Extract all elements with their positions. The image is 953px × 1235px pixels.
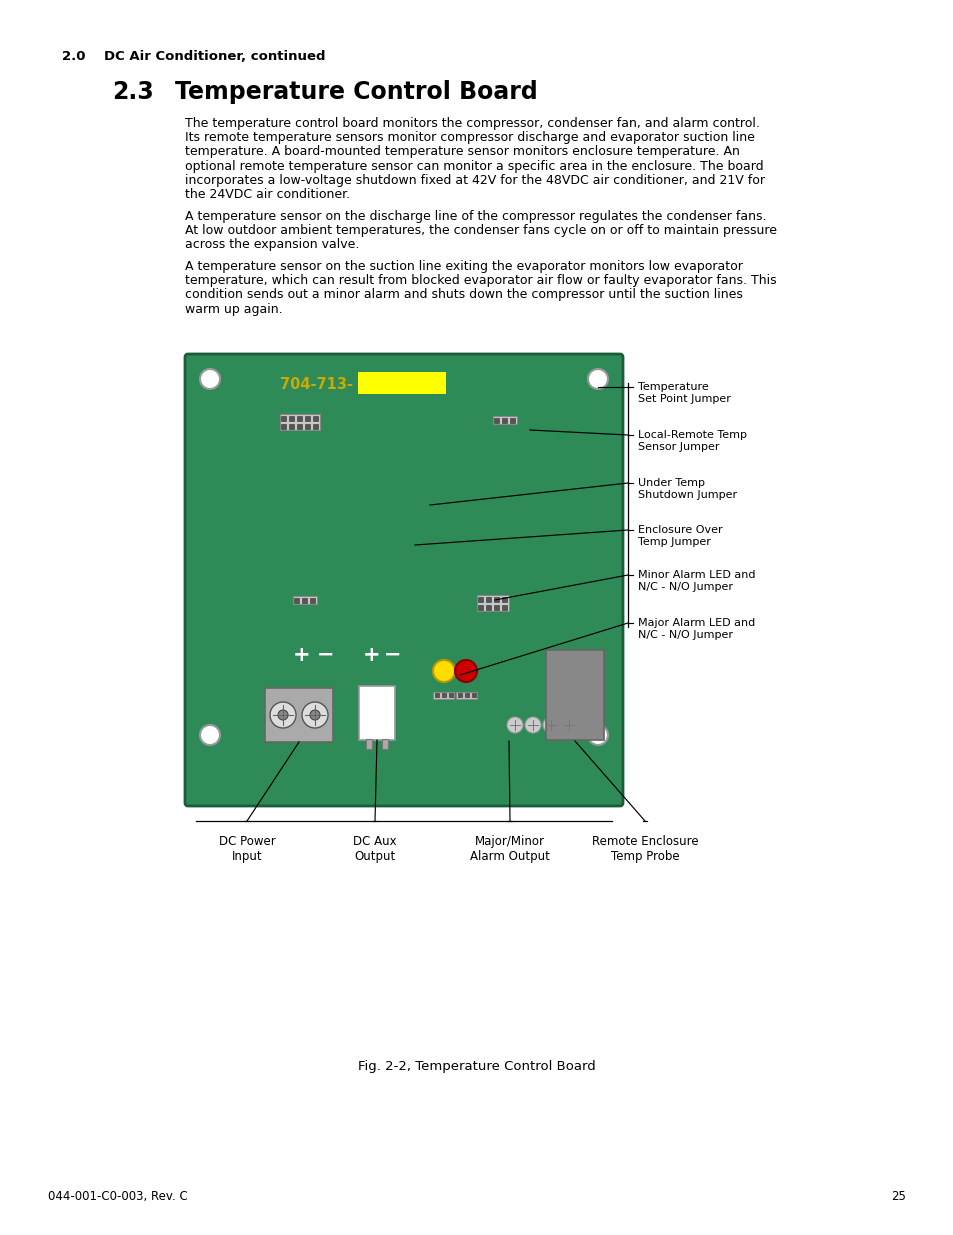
Bar (476, 595, 509, 611)
Bar (494, 597, 499, 601)
Text: Major/Minor
Alarm Output: Major/Minor Alarm Output (470, 835, 549, 863)
Bar (486, 597, 491, 601)
Circle shape (200, 725, 220, 745)
Text: temperature, which can result from blocked evaporator air flow or faulty evapora: temperature, which can result from block… (185, 274, 776, 288)
Bar (297, 415, 302, 420)
Bar (486, 604, 491, 610)
Bar (494, 604, 499, 610)
Bar (358, 685, 395, 740)
Circle shape (542, 718, 558, 734)
FancyBboxPatch shape (185, 354, 622, 806)
Text: the 24VDC air conditioner.: the 24VDC air conditioner. (185, 188, 350, 201)
Bar (302, 598, 307, 603)
Bar (502, 417, 507, 422)
Text: 044-001-C0-003, Rev. C: 044-001-C0-003, Rev. C (48, 1191, 188, 1203)
Text: DC Power
Input: DC Power Input (218, 835, 275, 863)
Bar (502, 597, 507, 601)
Bar (381, 739, 388, 748)
Bar (435, 693, 438, 697)
Bar (265, 688, 333, 742)
Bar (545, 650, 603, 740)
Text: Fig. 2-2, Temperature Control Board: Fig. 2-2, Temperature Control Board (357, 1060, 596, 1073)
Bar (314, 415, 318, 420)
Text: At low outdoor ambient temperatures, the condenser fans cycle on or off to maint: At low outdoor ambient temperatures, the… (185, 225, 776, 237)
Bar (281, 424, 286, 429)
Bar (293, 597, 316, 604)
Circle shape (587, 725, 607, 745)
Text: The temperature control board monitors the compressor, condenser fan, and alarm : The temperature control board monitors t… (185, 117, 760, 130)
Text: condition sends out a minor alarm and shuts down the compressor until the suctio: condition sends out a minor alarm and sh… (185, 289, 742, 301)
Bar (493, 416, 517, 424)
Circle shape (506, 718, 522, 734)
Text: +: + (363, 645, 380, 664)
Text: DC Aux
Output: DC Aux Output (353, 835, 396, 863)
Text: 2.0    DC Air Conditioner, continued: 2.0 DC Air Conditioner, continued (62, 49, 325, 63)
Circle shape (560, 718, 577, 734)
Bar (366, 739, 372, 748)
Bar (297, 424, 302, 429)
Bar (494, 417, 499, 422)
Bar (289, 424, 294, 429)
Circle shape (587, 369, 607, 389)
Bar (449, 693, 453, 697)
Bar (357, 372, 446, 394)
Text: A temperature sensor on the suction line exiting the evaporator monitors low eva: A temperature sensor on the suction line… (185, 261, 742, 273)
Bar (314, 424, 318, 429)
Bar (305, 415, 310, 420)
Text: optional remote temperature sensor can monitor a specific area in the enclosure.: optional remote temperature sensor can m… (185, 159, 762, 173)
Bar (305, 424, 310, 429)
Bar (310, 598, 315, 603)
Bar (289, 415, 294, 420)
Text: Temperature
Set Point Jumper: Temperature Set Point Jumper (638, 382, 730, 404)
Text: Minor Alarm LED and
N/C - N/O Jumper: Minor Alarm LED and N/C - N/O Jumper (638, 571, 755, 592)
Bar (457, 693, 461, 697)
Bar (472, 693, 476, 697)
Bar (478, 604, 483, 610)
Bar (456, 692, 477, 699)
Text: Major Alarm LED and
N/C - N/O Jumper: Major Alarm LED and N/C - N/O Jumper (638, 618, 755, 640)
Bar (502, 604, 507, 610)
Circle shape (277, 710, 288, 720)
Circle shape (270, 701, 295, 727)
Circle shape (310, 710, 319, 720)
Text: 2.3: 2.3 (112, 80, 153, 104)
Bar (478, 597, 483, 601)
Bar (280, 414, 319, 430)
Text: incorporates a low-voltage shutdown fixed at 42V for the 48VDC air conditioner, : incorporates a low-voltage shutdown fixe… (185, 174, 764, 186)
Text: Temperature Control Board: Temperature Control Board (174, 80, 537, 104)
Bar (433, 692, 454, 699)
Text: +: + (293, 645, 311, 664)
Text: 704-713-: 704-713- (280, 377, 353, 391)
Circle shape (200, 369, 220, 389)
Text: A temperature sensor on the discharge line of the compressor regulates the conde: A temperature sensor on the discharge li… (185, 210, 765, 224)
Text: warm up again.: warm up again. (185, 303, 282, 316)
Text: Local-Remote Temp
Sensor Jumper: Local-Remote Temp Sensor Jumper (638, 430, 746, 452)
Text: −: − (317, 645, 335, 664)
Text: Remote Enclosure
Temp Probe: Remote Enclosure Temp Probe (591, 835, 698, 863)
Circle shape (455, 659, 476, 682)
Circle shape (302, 701, 328, 727)
Text: Under Temp
Shutdown Jumper: Under Temp Shutdown Jumper (638, 478, 737, 500)
Bar (294, 598, 299, 603)
Circle shape (524, 718, 540, 734)
Circle shape (433, 659, 455, 682)
Bar (510, 417, 515, 422)
Text: 25: 25 (890, 1191, 905, 1203)
Text: −: − (384, 645, 401, 664)
Bar (281, 415, 286, 420)
Text: Enclosure Over
Temp Jumper: Enclosure Over Temp Jumper (638, 525, 721, 547)
Bar (464, 693, 469, 697)
Text: temperature. A board-mounted temperature sensor monitors enclosure temperature. : temperature. A board-mounted temperature… (185, 146, 740, 158)
Text: across the expansion valve.: across the expansion valve. (185, 238, 359, 252)
Bar (441, 693, 446, 697)
Text: Its remote temperature sensors monitor compressor discharge and evaporator sucti: Its remote temperature sensors monitor c… (185, 131, 754, 144)
